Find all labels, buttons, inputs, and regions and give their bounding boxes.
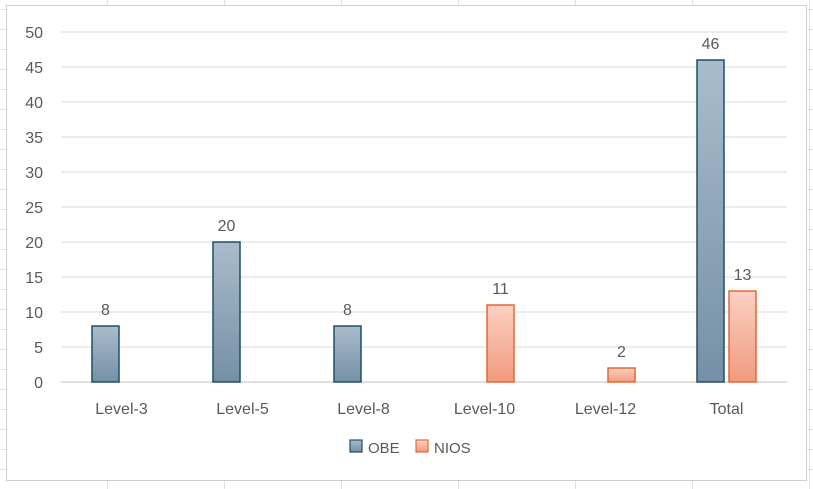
y-tick-label: 0 xyxy=(34,375,43,392)
data-label: 8 xyxy=(343,302,352,319)
y-tick-label: 20 xyxy=(25,235,43,252)
bar-nios-level-12[interactable] xyxy=(607,367,636,383)
legend-swatch-nios xyxy=(415,439,429,453)
y-tick-label: 50 xyxy=(25,25,43,42)
data-label: 8 xyxy=(101,302,110,319)
legend-label-nios: NIOS xyxy=(434,440,471,457)
x-tick-label: Level-5 xyxy=(216,401,269,418)
bars xyxy=(91,59,757,383)
y-tick-label: 30 xyxy=(25,165,43,182)
y-tick-label: 35 xyxy=(25,130,43,147)
data-labels: 8 20 8 11 2 46 13 xyxy=(101,36,751,361)
data-label: 2 xyxy=(617,344,626,361)
x-tick-label: Level-3 xyxy=(95,401,148,418)
bar-nios-level-10[interactable] xyxy=(486,304,515,383)
chart-area[interactable]: 0 5 10 15 20 25 30 35 40 45 50 8 20 8 11 2 46 13 Level-3… xyxy=(6,5,807,481)
bar-chart: 0 5 10 15 20 25 30 35 40 45 50 8 20 8 11 2 46 13 Level-3… xyxy=(25,25,787,457)
data-label: 11 xyxy=(492,281,509,298)
legend: OBE NIOS xyxy=(349,439,471,457)
y-tick-label: 10 xyxy=(25,305,43,322)
bar-obe-level-8[interactable] xyxy=(333,325,362,383)
bar-obe-level-5[interactable] xyxy=(212,241,241,383)
y-tick-label: 5 xyxy=(34,340,43,357)
y-tick-label: 25 xyxy=(25,200,43,217)
legend-swatch-obe xyxy=(349,439,363,453)
gridlines xyxy=(61,31,787,383)
y-axis-ticks: 0 5 10 15 20 25 30 35 40 45 50 xyxy=(25,25,43,392)
data-label: 13 xyxy=(734,267,752,284)
x-tick-label: Level-10 xyxy=(454,401,515,418)
y-tick-label: 15 xyxy=(25,270,43,287)
x-tick-label: Total xyxy=(710,401,744,418)
data-label: 46 xyxy=(702,36,720,53)
y-tick-label: 40 xyxy=(25,95,43,112)
x-tick-label: Level-12 xyxy=(575,401,636,418)
x-tick-label: Level-8 xyxy=(337,401,390,418)
x-axis-ticks: Level-3 Level-5 Level-8 Level-10 Level-12 Tot… xyxy=(95,401,743,418)
legend-label-obe: OBE xyxy=(368,440,400,457)
y-tick-label: 45 xyxy=(25,60,43,77)
bar-nios-total[interactable] xyxy=(728,290,757,383)
data-label: 20 xyxy=(218,218,236,235)
bar-obe-total[interactable] xyxy=(696,59,725,383)
bar-obe-level-3[interactable] xyxy=(91,325,120,383)
